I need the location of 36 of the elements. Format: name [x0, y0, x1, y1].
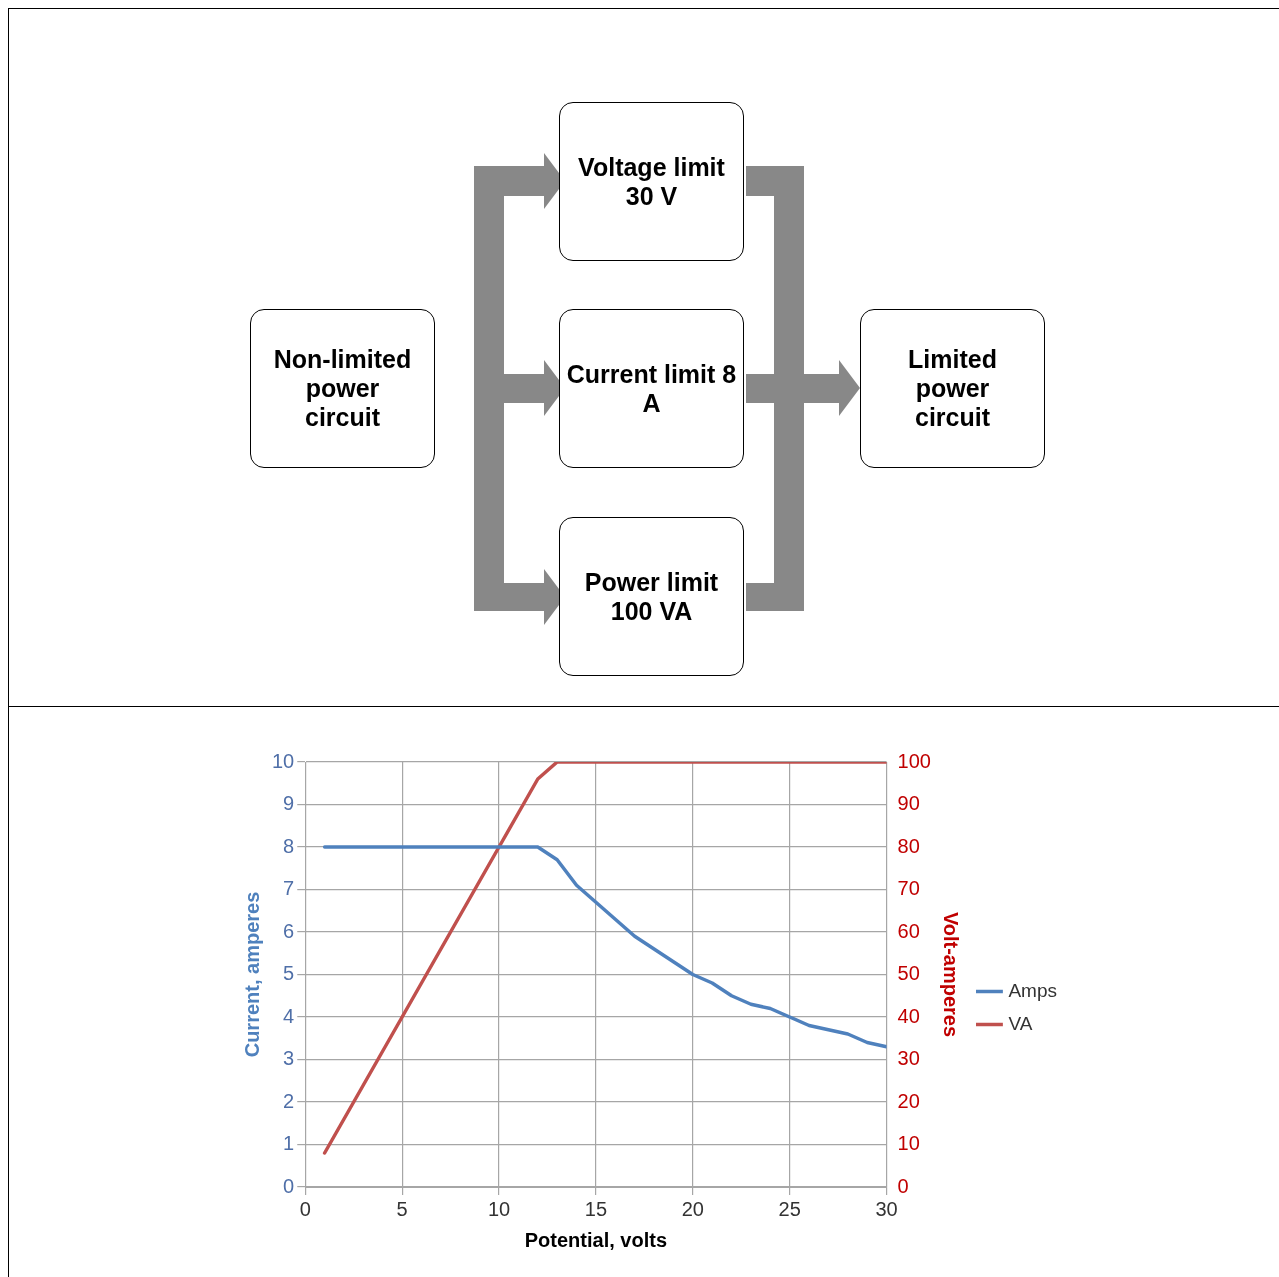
x-tick-label: 0	[299, 1197, 311, 1220]
x-tick-label: 20	[681, 1197, 704, 1220]
y2-tick-label: 50	[897, 962, 920, 985]
x-tick-label: 25	[778, 1197, 801, 1220]
y2-tick-label: 80	[897, 834, 920, 857]
y2-tick-label: 30	[897, 1047, 920, 1070]
y-tick-label: 0	[283, 1174, 295, 1197]
y-axis-title: Current, amperes	[240, 891, 263, 1058]
x-tick-label: 15	[584, 1197, 608, 1220]
text: Non-limited power circuit	[272, 345, 413, 432]
x-tick-label: 10	[487, 1197, 511, 1220]
y-tick-label: 3	[283, 1047, 295, 1070]
y2-tick-label: 40	[897, 1004, 920, 1027]
text: Limited power circuit	[907, 345, 998, 432]
x-tick-label: 5	[396, 1197, 408, 1220]
y-tick-label: 4	[283, 1004, 295, 1027]
y2-tick-label: 100	[897, 749, 931, 772]
y-tick-label: 8	[283, 834, 295, 857]
y-tick-label: 9	[283, 792, 295, 815]
y2-tick-label: 20	[897, 1089, 920, 1112]
y2-axis-title: Volt-amperes	[940, 911, 963, 1038]
y-tick-label: 6	[283, 919, 295, 942]
y2-tick-label: 10	[897, 1132, 920, 1155]
x-axis-title: Potential, volts	[524, 1228, 668, 1251]
legend-label: Amps	[1008, 979, 1058, 1001]
y-tick-label: 5	[283, 962, 295, 985]
y-tick-label: 10	[272, 749, 295, 772]
y-tick-label: 7	[283, 877, 295, 900]
y2-tick-label: 60	[897, 919, 920, 942]
legend-label: VA	[1008, 1012, 1033, 1034]
x-tick-label: 30	[875, 1197, 898, 1220]
y-tick-label: 1	[283, 1132, 295, 1155]
y2-tick-label: 90	[897, 792, 920, 815]
y2-tick-label: 70	[897, 877, 920, 900]
y-tick-label: 2	[283, 1089, 295, 1112]
y2-tick-label: 0	[897, 1174, 909, 1197]
